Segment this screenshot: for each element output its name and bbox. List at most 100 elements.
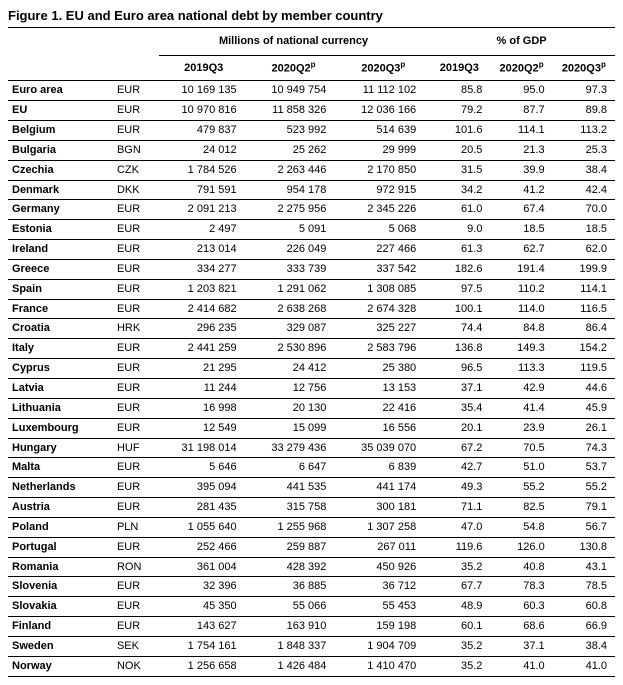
cell-value-2020q3: 12 036 166	[338, 101, 428, 121]
cell-value-2020q2: 226 049	[249, 240, 339, 260]
cell-currency: EUR	[111, 617, 159, 637]
table-row: AustriaEUR281 435315 758300 18171.182.57…	[8, 498, 615, 518]
cell-value-2020q2: 24 412	[249, 359, 339, 379]
cell-pct-2020q2: 87.7	[490, 101, 552, 121]
cell-pct-2020q3: 130.8	[553, 537, 615, 557]
cell-pct-2020q2: 149.3	[490, 339, 552, 359]
cell-currency: PLN	[111, 517, 159, 537]
cell-value-2019q3: 5 646	[159, 458, 249, 478]
colheader-millions-p3: 2020Q3p	[338, 55, 428, 81]
cell-pct-2020q2: 54.8	[490, 517, 552, 537]
table-row: CroatiaHRK296 235329 087325 22774.484.88…	[8, 319, 615, 339]
cell-country: Bulgaria	[8, 140, 111, 160]
cell-value-2019q3: 10 169 135	[159, 81, 249, 101]
cell-value-2020q2: 2 263 446	[249, 160, 339, 180]
cell-value-2020q3: 11 112 102	[338, 81, 428, 101]
cell-country: EU	[8, 101, 111, 121]
cell-pct-2020q3: 113.2	[553, 121, 615, 141]
cell-value-2020q3: 1 308 085	[338, 279, 428, 299]
cell-country: Germany	[8, 200, 111, 220]
colheader-pct-p3: 2020Q3p	[553, 55, 615, 81]
cell-pct-2020q3: 86.4	[553, 319, 615, 339]
table-row: BelgiumEUR479 837523 992514 639101.6114.…	[8, 121, 615, 141]
cell-pct-2020q2: 60.3	[490, 597, 552, 617]
cell-pct-2020q2: 95.0	[490, 81, 552, 101]
cell-value-2019q3: 281 435	[159, 498, 249, 518]
cell-currency: BGN	[111, 140, 159, 160]
cell-country: Croatia	[8, 319, 111, 339]
cell-pct-2020q2: 51.0	[490, 458, 552, 478]
cell-pct-2020q3: 97.3	[553, 81, 615, 101]
cell-pct-2020q3: 42.4	[553, 180, 615, 200]
cell-value-2020q3: 267 011	[338, 537, 428, 557]
cell-value-2020q2: 259 887	[249, 537, 339, 557]
cell-currency: EUR	[111, 339, 159, 359]
cell-country: Estonia	[8, 220, 111, 240]
cell-value-2020q3: 325 227	[338, 319, 428, 339]
cell-value-2020q3: 29 999	[338, 140, 428, 160]
cell-pct-2020q3: 119.5	[553, 359, 615, 379]
cell-pct-2020q3: 89.8	[553, 101, 615, 121]
cell-value-2020q3: 55 453	[338, 597, 428, 617]
cell-value-2020q2: 1 291 062	[249, 279, 339, 299]
cell-pct-2020q2: 37.1	[490, 636, 552, 656]
cell-pct-2020q2: 78.3	[490, 577, 552, 597]
cell-value-2019q3: 1 754 161	[159, 636, 249, 656]
cell-pct-2020q3: 26.1	[553, 418, 615, 438]
table-row: CzechiaCZK1 784 5262 263 4462 170 85031.…	[8, 160, 615, 180]
cell-currency: EUR	[111, 279, 159, 299]
table-row: ItalyEUR2 441 2592 530 8962 583 796136.8…	[8, 339, 615, 359]
cell-currency: EUR	[111, 81, 159, 101]
cell-pct-2020q3: 154.2	[553, 339, 615, 359]
cell-value-2020q3: 1 307 258	[338, 517, 428, 537]
cell-country: Cyprus	[8, 359, 111, 379]
cell-value-2020q3: 1 410 470	[338, 656, 428, 676]
cell-currency: EUR	[111, 299, 159, 319]
cell-value-2020q3: 2 674 328	[338, 299, 428, 319]
table-row: IrelandEUR213 014226 049227 46661.362.76…	[8, 240, 615, 260]
cell-pct-2020q2: 42.9	[490, 379, 552, 399]
cell-value-2019q3: 1 256 658	[159, 656, 249, 676]
table-row: FranceEUR2 414 6822 638 2682 674 328100.…	[8, 299, 615, 319]
cell-value-2020q2: 523 992	[249, 121, 339, 141]
cell-value-2020q3: 337 542	[338, 259, 428, 279]
cell-country: Sweden	[8, 636, 111, 656]
cell-currency: EUR	[111, 418, 159, 438]
table-row: DenmarkDKK791 591954 178972 91534.241.24…	[8, 180, 615, 200]
cell-pct-2020q2: 41.0	[490, 656, 552, 676]
cell-currency: HUF	[111, 438, 159, 458]
cell-pct-2020q3: 74.3	[553, 438, 615, 458]
cell-pct-2019q3: 119.6	[428, 537, 490, 557]
cell-currency: EUR	[111, 498, 159, 518]
cell-value-2020q2: 20 130	[249, 398, 339, 418]
cell-value-2020q3: 16 556	[338, 418, 428, 438]
cell-value-2020q2: 163 910	[249, 617, 339, 637]
cell-currency: EUR	[111, 478, 159, 498]
cell-value-2020q3: 2 583 796	[338, 339, 428, 359]
table-row: CyprusEUR21 29524 41225 38096.5113.3119.…	[8, 359, 615, 379]
cell-pct-2020q3: 116.5	[553, 299, 615, 319]
cell-value-2020q2: 329 087	[249, 319, 339, 339]
table-row: SlovakiaEUR45 35055 06655 45348.960.360.…	[8, 597, 615, 617]
cell-pct-2019q3: 182.6	[428, 259, 490, 279]
cell-pct-2020q3: 62.0	[553, 240, 615, 260]
cell-currency: CZK	[111, 160, 159, 180]
cell-value-2019q3: 143 627	[159, 617, 249, 637]
cell-pct-2019q3: 60.1	[428, 617, 490, 637]
cell-pct-2020q3: 56.7	[553, 517, 615, 537]
cell-pct-2020q2: 41.4	[490, 398, 552, 418]
cell-currency: EUR	[111, 101, 159, 121]
cell-value-2019q3: 2 091 213	[159, 200, 249, 220]
cell-value-2020q2: 12 756	[249, 379, 339, 399]
cell-value-2020q2: 5 091	[249, 220, 339, 240]
cell-country: Finland	[8, 617, 111, 637]
cell-value-2020q2: 55 066	[249, 597, 339, 617]
figure-title: Figure 1. EU and Euro area national debt…	[8, 8, 615, 23]
cell-pct-2020q3: 45.9	[553, 398, 615, 418]
cell-pct-2020q2: 21.3	[490, 140, 552, 160]
cell-value-2019q3: 2 414 682	[159, 299, 249, 319]
cell-value-2019q3: 1 203 821	[159, 279, 249, 299]
cell-country: Malta	[8, 458, 111, 478]
cell-value-2020q2: 315 758	[249, 498, 339, 518]
cell-country: Luxembourg	[8, 418, 111, 438]
